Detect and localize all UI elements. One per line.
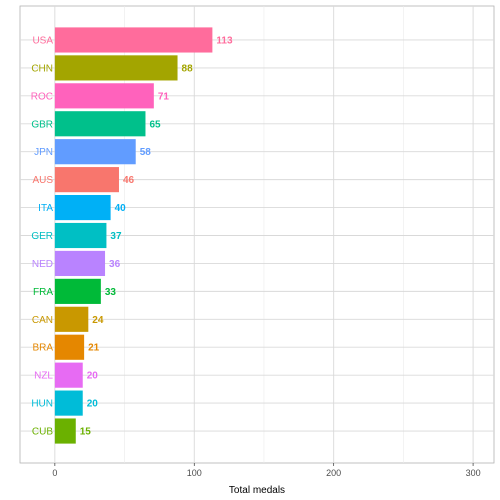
category-label-chn: CHN [31, 63, 53, 74]
bar-fra [54, 278, 101, 304]
category-label-jpn: JPN [34, 147, 53, 158]
category-label-gbr: GBR [31, 119, 53, 130]
x-axis-ticks: 0 100 200 300 [52, 463, 481, 478]
category-label-ita: ITA [38, 203, 53, 214]
category-label-hun: HUN [31, 399, 53, 410]
value-label-gbr: 65 [149, 119, 161, 130]
bar-hun [54, 390, 83, 416]
category-label-aus: AUS [32, 175, 53, 186]
category-label-bra: BRA [32, 343, 53, 354]
x-axis-title: Total medals [229, 485, 285, 496]
bar-ger [54, 222, 107, 249]
x-tick-label: 100 [187, 468, 202, 478]
category-label-cub: CUB [32, 427, 53, 438]
category-label-usa: USA [32, 35, 53, 46]
value-label-nzl: 20 [87, 371, 99, 382]
bar-roc [54, 83, 154, 109]
value-label-ita: 40 [115, 203, 127, 214]
value-label-ger: 37 [110, 231, 122, 242]
bar-can [54, 306, 89, 332]
category-label-ger: GER [31, 231, 53, 242]
bar-jpn [54, 139, 136, 165]
x-tick-label: 0 [52, 468, 57, 478]
value-label-can: 24 [92, 315, 104, 326]
bar-chn [54, 55, 178, 81]
value-label-aus: 46 [123, 175, 135, 186]
value-label-roc: 71 [158, 91, 170, 102]
value-label-chn: 88 [182, 63, 194, 74]
value-label-usa: 113 [216, 35, 233, 46]
x-tick-label: 300 [466, 468, 481, 478]
bar-cub [54, 418, 76, 444]
value-label-hun: 20 [87, 399, 99, 410]
value-label-jpn: 58 [140, 147, 152, 158]
bars [54, 27, 213, 444]
value-label-bra: 21 [88, 343, 100, 354]
x-tick-label: 200 [326, 468, 341, 478]
value-label-cub: 15 [80, 427, 92, 438]
category-label-ned: NED [32, 259, 53, 270]
bar-ita [54, 194, 111, 221]
category-label-nzl: NZL [34, 371, 53, 382]
bar-nzl [54, 362, 83, 388]
bar-ned [54, 250, 106, 277]
category-labels: USA CHN ROC GBR JPN AUS ITA GER NED FRA CAN BRA NZL H… [31, 35, 54, 437]
bar-aus [54, 167, 119, 193]
value-labels: 113 88 71 65 58 46 40 37 36 33 24 21 20 20 15 [80, 35, 233, 437]
bar-gbr [54, 111, 146, 137]
value-label-fra: 33 [105, 287, 117, 298]
bar-usa [54, 27, 213, 53]
category-label-fra: FRA [33, 287, 53, 298]
category-label-roc: ROC [31, 91, 53, 102]
category-label-can: CAN [32, 315, 53, 326]
value-label-ned: 36 [109, 259, 121, 270]
bar-bra [54, 334, 85, 360]
